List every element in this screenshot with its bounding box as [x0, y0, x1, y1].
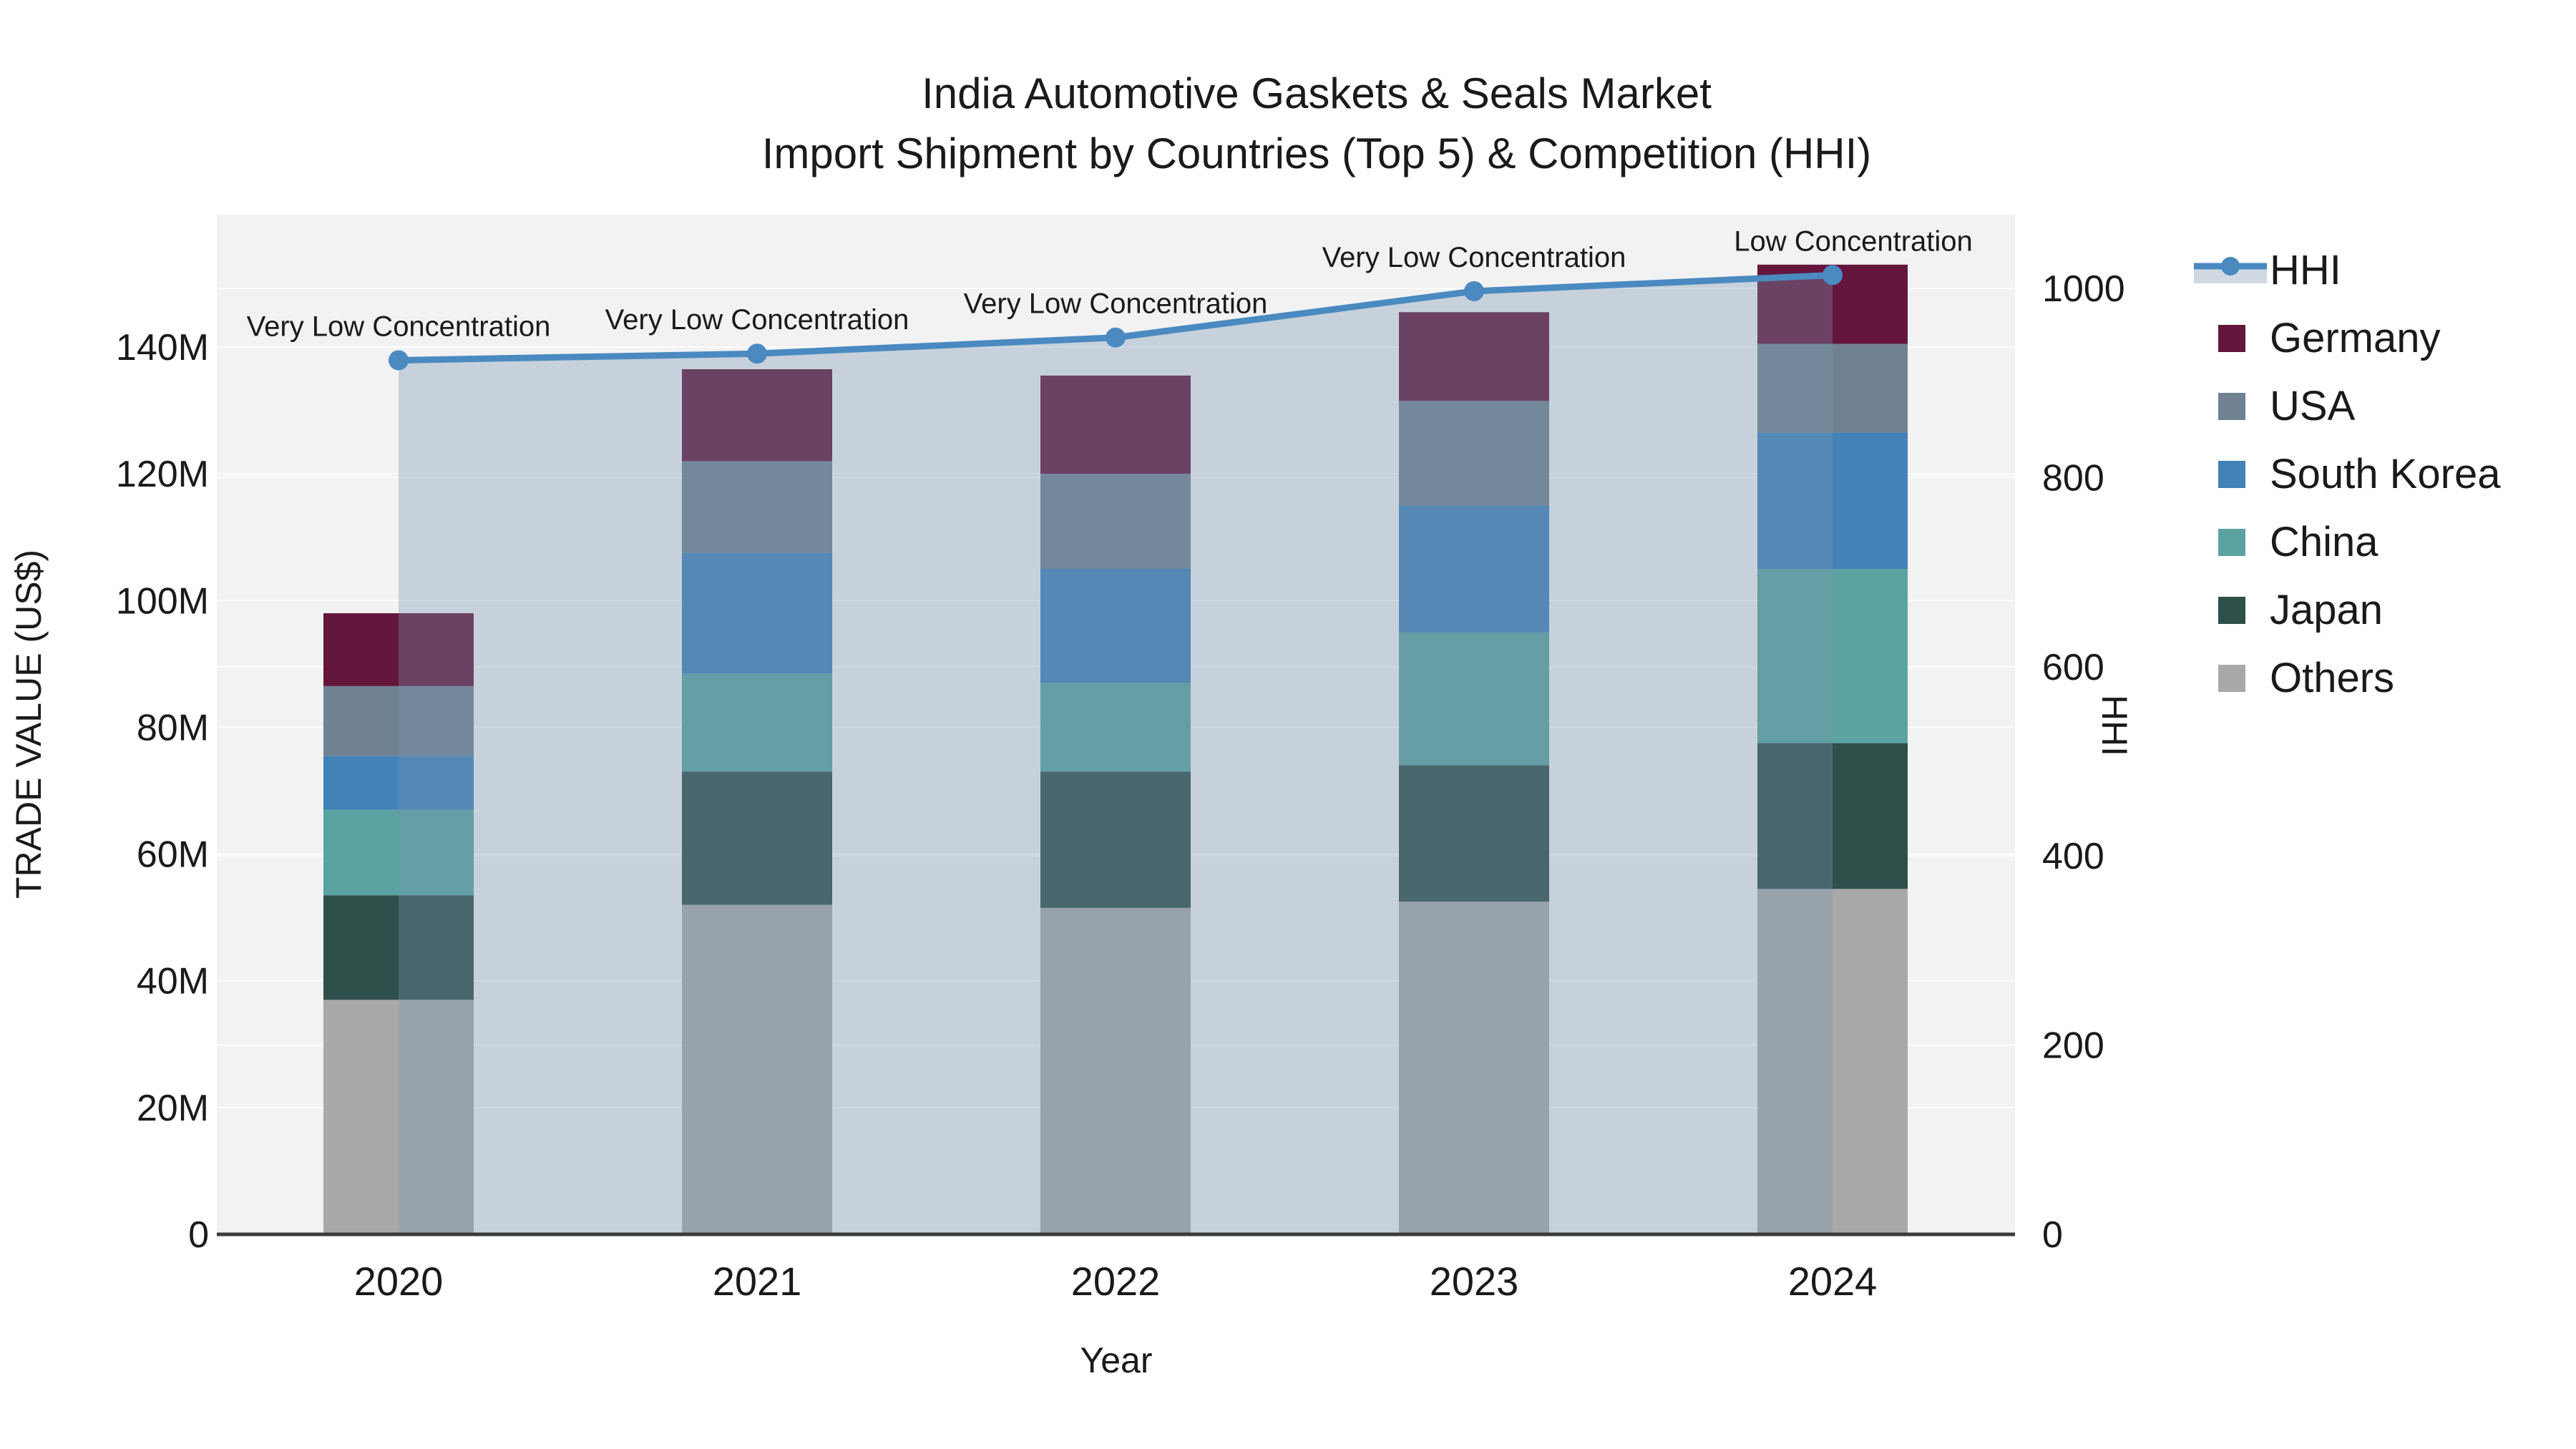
- legend-label-hhi: HHI: [2270, 247, 2341, 293]
- chart-title-line1: India Automotive Gaskets & Seals Market: [922, 69, 1712, 117]
- legend-item-germany[interactable]: Germany: [2194, 304, 2500, 372]
- bar-segment-2022-usa: [1040, 474, 1191, 569]
- legend-label-south-korea: South Korea: [2270, 451, 2501, 497]
- usa-swatch-icon: [2218, 392, 2245, 420]
- bar-segment-2021-usa: [682, 461, 832, 553]
- left-tick-0: 0: [188, 1214, 209, 1256]
- annotation-2020: Very Low Concentration: [247, 311, 551, 342]
- bar-segment-2023-china: [1399, 632, 1549, 766]
- bar-segment-2021-germany: [682, 369, 832, 462]
- legend-item-usa[interactable]: USA: [2194, 372, 2500, 440]
- x-tick-2021: 2021: [713, 1259, 802, 1304]
- bar-segment-2023-others: [1399, 902, 1549, 1234]
- bar-segment-2021-japan: [682, 771, 832, 905]
- bar-segment-2020-others: [323, 1000, 474, 1234]
- bar-segment-2020-usa: [323, 686, 474, 756]
- bar-segment-2022-japan: [1040, 771, 1191, 908]
- legend-label-china: China: [2270, 519, 2379, 565]
- left-tick-80M: 80M: [137, 707, 209, 748]
- right-tick-0: 0: [2042, 1214, 2063, 1256]
- bar-segment-2024-south-korea: [1757, 432, 1908, 569]
- bar-segment-2023-germany: [1399, 312, 1549, 401]
- right-tick-800: 800: [2042, 457, 2104, 499]
- legend-item-china[interactable]: China: [2194, 508, 2500, 576]
- hhi-marker-2021: [747, 343, 767, 364]
- right-tick-1000: 1000: [2042, 268, 2125, 310]
- left-tick-60M: 60M: [137, 834, 209, 876]
- bar-segment-2024-others: [1757, 889, 1908, 1234]
- left-tick-20M: 20M: [137, 1088, 209, 1129]
- hhi-marker-2020: [389, 350, 409, 371]
- x-tick-2024: 2024: [1788, 1259, 1878, 1304]
- x-tick-2020: 2020: [354, 1259, 444, 1304]
- left-tick-40M: 40M: [137, 961, 209, 1002]
- legend-label-japan: Japan: [2270, 587, 2384, 633]
- chart-title-line2: Import Shipment by Countries (Top 5) & C…: [761, 130, 1872, 177]
- left-tick-140M: 140M: [116, 327, 209, 369]
- bar-segment-2023-usa: [1399, 401, 1549, 506]
- bar-segment-2024-usa: [1757, 343, 1908, 433]
- bar-segment-2022-others: [1040, 907, 1191, 1234]
- x-tick-2023: 2023: [1430, 1259, 1519, 1304]
- annotation-2022: Very Low Concentration: [964, 288, 1268, 320]
- bar-segment-2020-china: [323, 809, 474, 896]
- legend-item-south-korea[interactable]: South Korea: [2194, 440, 2500, 508]
- legend-label-germany: Germany: [2270, 315, 2441, 361]
- annotation-2024: Low Concentration: [1734, 225, 1973, 257]
- legend-item-others[interactable]: Others: [2194, 644, 2500, 712]
- japan-swatch-icon: [2218, 596, 2245, 624]
- bar-segment-2022-china: [1040, 683, 1191, 772]
- bar-segment-2020-south-korea: [323, 756, 474, 810]
- bar-segment-2022-south-korea: [1040, 569, 1191, 683]
- hhi-line-area-icon: [2194, 255, 2267, 286]
- bar-segment-2021-others: [682, 904, 832, 1234]
- bar-segment-2021-china: [682, 673, 832, 772]
- right-tick-200: 200: [2042, 1025, 2104, 1067]
- bar-segment-2024-china: [1757, 569, 1908, 743]
- bar-segment-2023-japan: [1399, 765, 1549, 902]
- bar-segment-2021-south-korea: [682, 552, 832, 674]
- hhi-marker-2022: [1106, 327, 1126, 348]
- left-tick-120M: 120M: [116, 454, 209, 495]
- south-korea-swatch-icon: [2218, 460, 2245, 488]
- hhi-marker-2024: [1823, 265, 1843, 286]
- legend: HHI Germany USA South Korea China Japan Others: [2194, 236, 2500, 712]
- bar-segment-2020-germany: [323, 613, 474, 686]
- right-tick-400: 400: [2042, 836, 2104, 877]
- hhi-marker-2023: [1464, 280, 1484, 301]
- bar-segment-2020-japan: [323, 895, 474, 1000]
- left-tick-100M: 100M: [116, 580, 209, 622]
- hhi-area-fill: [399, 275, 1833, 1235]
- x-axis-title: Year: [1080, 1340, 1153, 1380]
- bar-segment-2024-japan: [1757, 743, 1908, 889]
- others-swatch-icon: [2218, 664, 2245, 692]
- germany-swatch-icon: [2218, 324, 2245, 352]
- bar-segment-2023-south-korea: [1399, 505, 1549, 633]
- bar-segment-2022-germany: [1040, 375, 1191, 474]
- legend-label-usa: USA: [2270, 383, 2356, 429]
- china-swatch-icon: [2218, 528, 2245, 556]
- x-tick-2022: 2022: [1071, 1259, 1161, 1304]
- right-tick-600: 600: [2042, 647, 2104, 688]
- legend-label-others: Others: [2270, 655, 2395, 701]
- annotation-2021: Very Low Concentration: [605, 304, 909, 336]
- legend-item-japan[interactable]: Japan: [2194, 576, 2500, 644]
- left-axis-title: TRADE VALUE (US$): [9, 549, 49, 899]
- right-axis-title: HHI: [2094, 694, 2135, 757]
- legend-item-hhi[interactable]: HHI: [2194, 236, 2500, 304]
- annotation-2023: Very Low Concentration: [1322, 242, 1626, 273]
